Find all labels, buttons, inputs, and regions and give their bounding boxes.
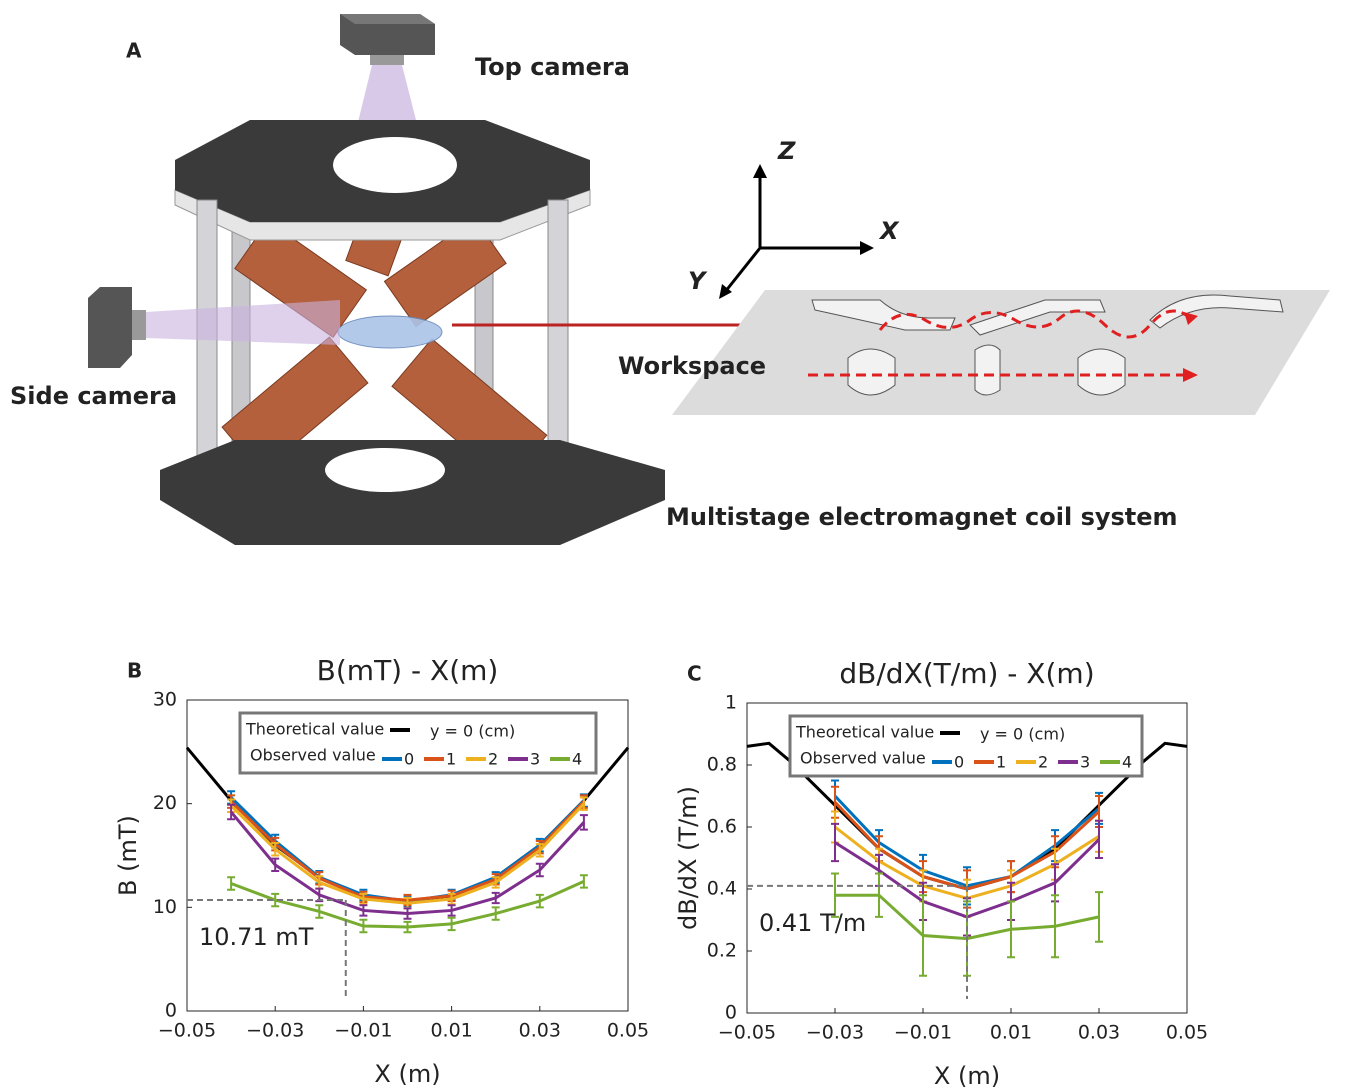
legend-group: Observed value — [250, 746, 376, 765]
y-axis-label: B (mT) — [114, 815, 142, 896]
y-axis-label: dB/dX (T/m) — [674, 786, 702, 930]
top-camera-label: Top camera — [475, 53, 630, 81]
y-tick-label: 0.8 — [707, 754, 737, 776]
reference-label: 0.41 T/m — [759, 909, 866, 937]
x-tick-label: 0.05 — [1166, 1022, 1208, 1044]
x-tick-label: −0.01 — [334, 1020, 392, 1042]
y-tick-label: 0.6 — [707, 816, 737, 838]
x-tick-label: 0.01 — [990, 1022, 1032, 1044]
x-tick-label: −0.05 — [718, 1022, 776, 1044]
reference-label: 10.71 mT — [199, 923, 314, 951]
legend-label: Theoretical value — [245, 720, 384, 739]
ring-robot — [1078, 349, 1125, 395]
legend-label: 0 — [404, 750, 414, 769]
illustration — [88, 14, 1330, 545]
camera-top-face — [340, 14, 435, 24]
y-tick-label: 0.2 — [707, 940, 737, 962]
system-label: Multistage electromagnet coil system — [666, 503, 1178, 531]
y-tick-label: 0 — [725, 1002, 737, 1024]
legend-label: 3 — [530, 750, 540, 769]
figure: A Top camera Side camera Workspace Multi… — [0, 0, 1357, 1090]
x-axis-label: X (m) — [934, 1062, 1000, 1090]
x-tick-label: −0.03 — [806, 1022, 864, 1044]
legend-label: 2 — [488, 750, 498, 769]
legend-label: 2 — [1038, 753, 1048, 772]
legend-label: 0 — [954, 753, 964, 772]
side-camera — [88, 287, 132, 368]
legend-header: y = 0 (cm) — [430, 722, 515, 741]
side-camera-label: Side camera — [10, 382, 177, 410]
plate-hole — [325, 448, 445, 492]
camera-lens — [370, 55, 404, 65]
y-tick-label: 1 — [725, 692, 737, 714]
arrow-head — [753, 164, 767, 178]
panel-label: A — [126, 39, 142, 63]
x-tick-label: −0.03 — [246, 1020, 304, 1042]
axes-glyph — [725, 172, 865, 292]
plate-hole — [333, 137, 457, 193]
panel-label: B — [127, 659, 142, 683]
legend-label: 4 — [572, 750, 582, 769]
x-tick-label: 0.01 — [430, 1020, 472, 1042]
camera-beam — [146, 300, 340, 345]
y-tick-label: 20 — [153, 792, 177, 814]
x-tick-label: −0.01 — [894, 1022, 952, 1044]
z-label: Z — [777, 137, 796, 165]
y-tick-label: 0.4 — [707, 878, 737, 900]
y-tick-label: 0 — [165, 1000, 177, 1022]
legend-header: y = 0 (cm) — [980, 725, 1065, 744]
y-axis — [725, 248, 760, 292]
ring-robot — [848, 349, 895, 395]
legend-label: 1 — [446, 750, 456, 769]
legend-label: 4 — [1122, 753, 1132, 772]
workspace-disk — [338, 316, 442, 348]
x-axis-label: X (m) — [374, 1060, 440, 1088]
y-tick-label: 30 — [153, 689, 177, 711]
y-label: Y — [688, 267, 708, 295]
legend-group: Observed value — [800, 749, 926, 768]
legend-label: 3 — [1080, 753, 1090, 772]
legend-label: Theoretical value — [795, 723, 934, 742]
workspace-plane — [672, 290, 1330, 415]
x-tick-label: 0.05 — [607, 1020, 649, 1042]
arrow-head — [860, 241, 874, 255]
panel-label: C — [687, 662, 702, 686]
legend-label: 1 — [996, 753, 1006, 772]
chart-title: B(mT) - X(m) — [317, 654, 499, 687]
x-tick-label: 0.03 — [519, 1020, 561, 1042]
workspace-label: Workspace — [618, 352, 766, 380]
ring-robot — [975, 345, 1000, 395]
camera-lens — [132, 310, 146, 340]
x-tick-label: −0.05 — [158, 1020, 216, 1042]
y-tick-label: 10 — [153, 896, 177, 918]
chart-title: dB/dX(T/m) - X(m) — [839, 657, 1094, 690]
x-label: X — [878, 217, 900, 245]
x-tick-label: 0.03 — [1078, 1022, 1120, 1044]
